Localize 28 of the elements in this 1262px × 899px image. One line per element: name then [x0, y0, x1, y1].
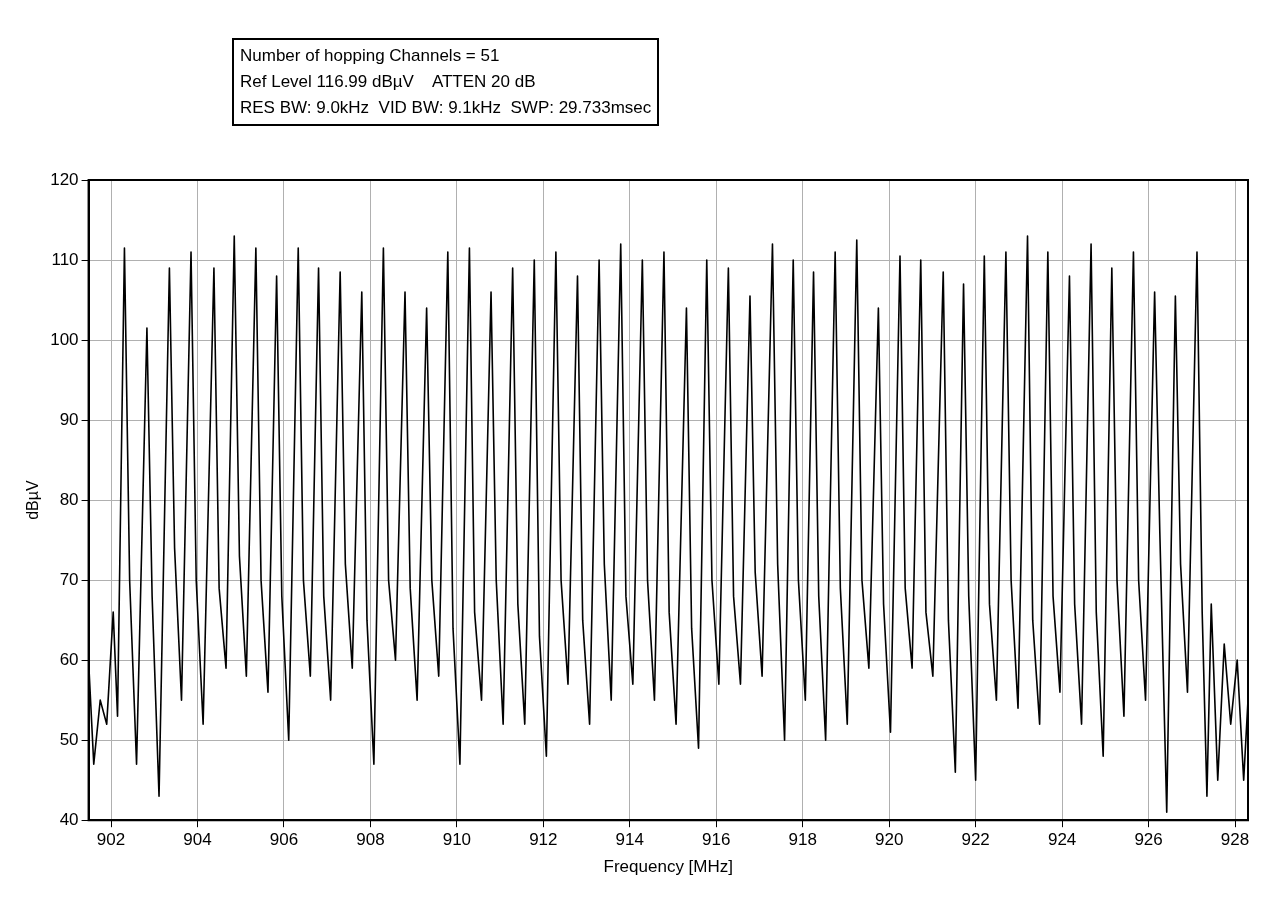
y-tick-label: 100: [50, 329, 79, 349]
y-tick-label: 110: [51, 249, 79, 269]
x-tick-label: 922: [961, 830, 990, 850]
y-tick-label: 80: [59, 489, 79, 509]
y-tick-label: 60: [59, 649, 79, 669]
x-tick-label: 918: [788, 830, 817, 850]
x-tick-label: 906: [269, 830, 299, 850]
y-tick-label: 120: [50, 169, 79, 189]
x-tick-label: 926: [1134, 830, 1163, 850]
chart-subtitle: Ref Level 116.99 dBµV ATTEN 20 dB: [240, 71, 537, 93]
y-tick-label: 40: [59, 809, 79, 829]
y-tick-label: 90: [59, 409, 79, 429]
x-tick-label: 928: [1220, 830, 1250, 850]
y-tick-label: 50: [59, 729, 79, 749]
x-tick-label: 904: [183, 830, 212, 850]
y-axis-title: dBµV: [24, 480, 42, 520]
chart-title: Number of hopping Channels = 51: [240, 45, 501, 67]
x-tick-label: 916: [702, 830, 731, 850]
x-tick-label: 924: [1047, 830, 1077, 850]
x-tick-label: 914: [615, 830, 644, 850]
x-tick-label: 902: [96, 830, 126, 850]
x-tick-label: 908: [356, 830, 385, 850]
text: RES BW: 9.0kHz VID BW: 9.1kHz SWP: 29.733msec: [240, 97, 652, 119]
x-tick-label: 920: [875, 830, 904, 850]
y-tick-label: 70: [59, 569, 79, 589]
x-tick-label: 910: [442, 830, 472, 850]
x-tick-label: 912: [529, 830, 558, 850]
x-axis-title: Frequency [MHz]: [603, 857, 733, 877]
